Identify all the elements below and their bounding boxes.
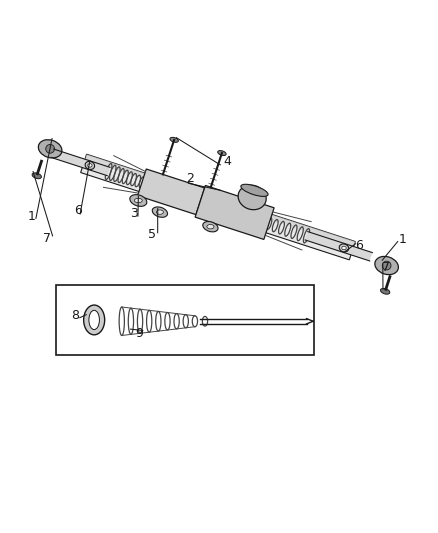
Ellipse shape — [375, 256, 399, 274]
Ellipse shape — [84, 305, 105, 335]
Ellipse shape — [46, 144, 54, 153]
Text: 6: 6 — [74, 204, 82, 217]
Ellipse shape — [88, 164, 92, 167]
Ellipse shape — [339, 244, 349, 252]
Ellipse shape — [241, 184, 268, 196]
Polygon shape — [138, 169, 205, 215]
Polygon shape — [85, 154, 355, 247]
Polygon shape — [81, 154, 355, 260]
Ellipse shape — [152, 207, 168, 217]
Text: 2: 2 — [187, 172, 194, 185]
Ellipse shape — [130, 195, 147, 206]
Bar — [56, 285, 314, 355]
Text: 3: 3 — [130, 207, 138, 221]
Ellipse shape — [170, 138, 178, 142]
Text: 7: 7 — [43, 231, 51, 245]
Ellipse shape — [39, 140, 62, 158]
Ellipse shape — [134, 198, 142, 203]
Text: 7: 7 — [382, 261, 390, 274]
Text: 6: 6 — [355, 239, 363, 253]
Ellipse shape — [207, 224, 214, 229]
Polygon shape — [195, 185, 274, 239]
Ellipse shape — [203, 222, 218, 232]
Text: 1: 1 — [399, 233, 407, 246]
Text: 8: 8 — [71, 309, 79, 322]
Text: 5: 5 — [148, 229, 156, 241]
Ellipse shape — [89, 310, 99, 329]
Ellipse shape — [238, 185, 266, 209]
Text: 1: 1 — [28, 209, 35, 223]
Ellipse shape — [85, 161, 95, 169]
Text: 4: 4 — [223, 155, 231, 168]
Polygon shape — [51, 149, 110, 176]
Ellipse shape — [382, 261, 391, 270]
Text: 9: 9 — [135, 327, 143, 340]
Ellipse shape — [381, 288, 390, 294]
Ellipse shape — [218, 150, 226, 156]
Ellipse shape — [156, 210, 163, 214]
Ellipse shape — [32, 173, 42, 179]
Ellipse shape — [342, 246, 346, 250]
Polygon shape — [305, 232, 372, 261]
